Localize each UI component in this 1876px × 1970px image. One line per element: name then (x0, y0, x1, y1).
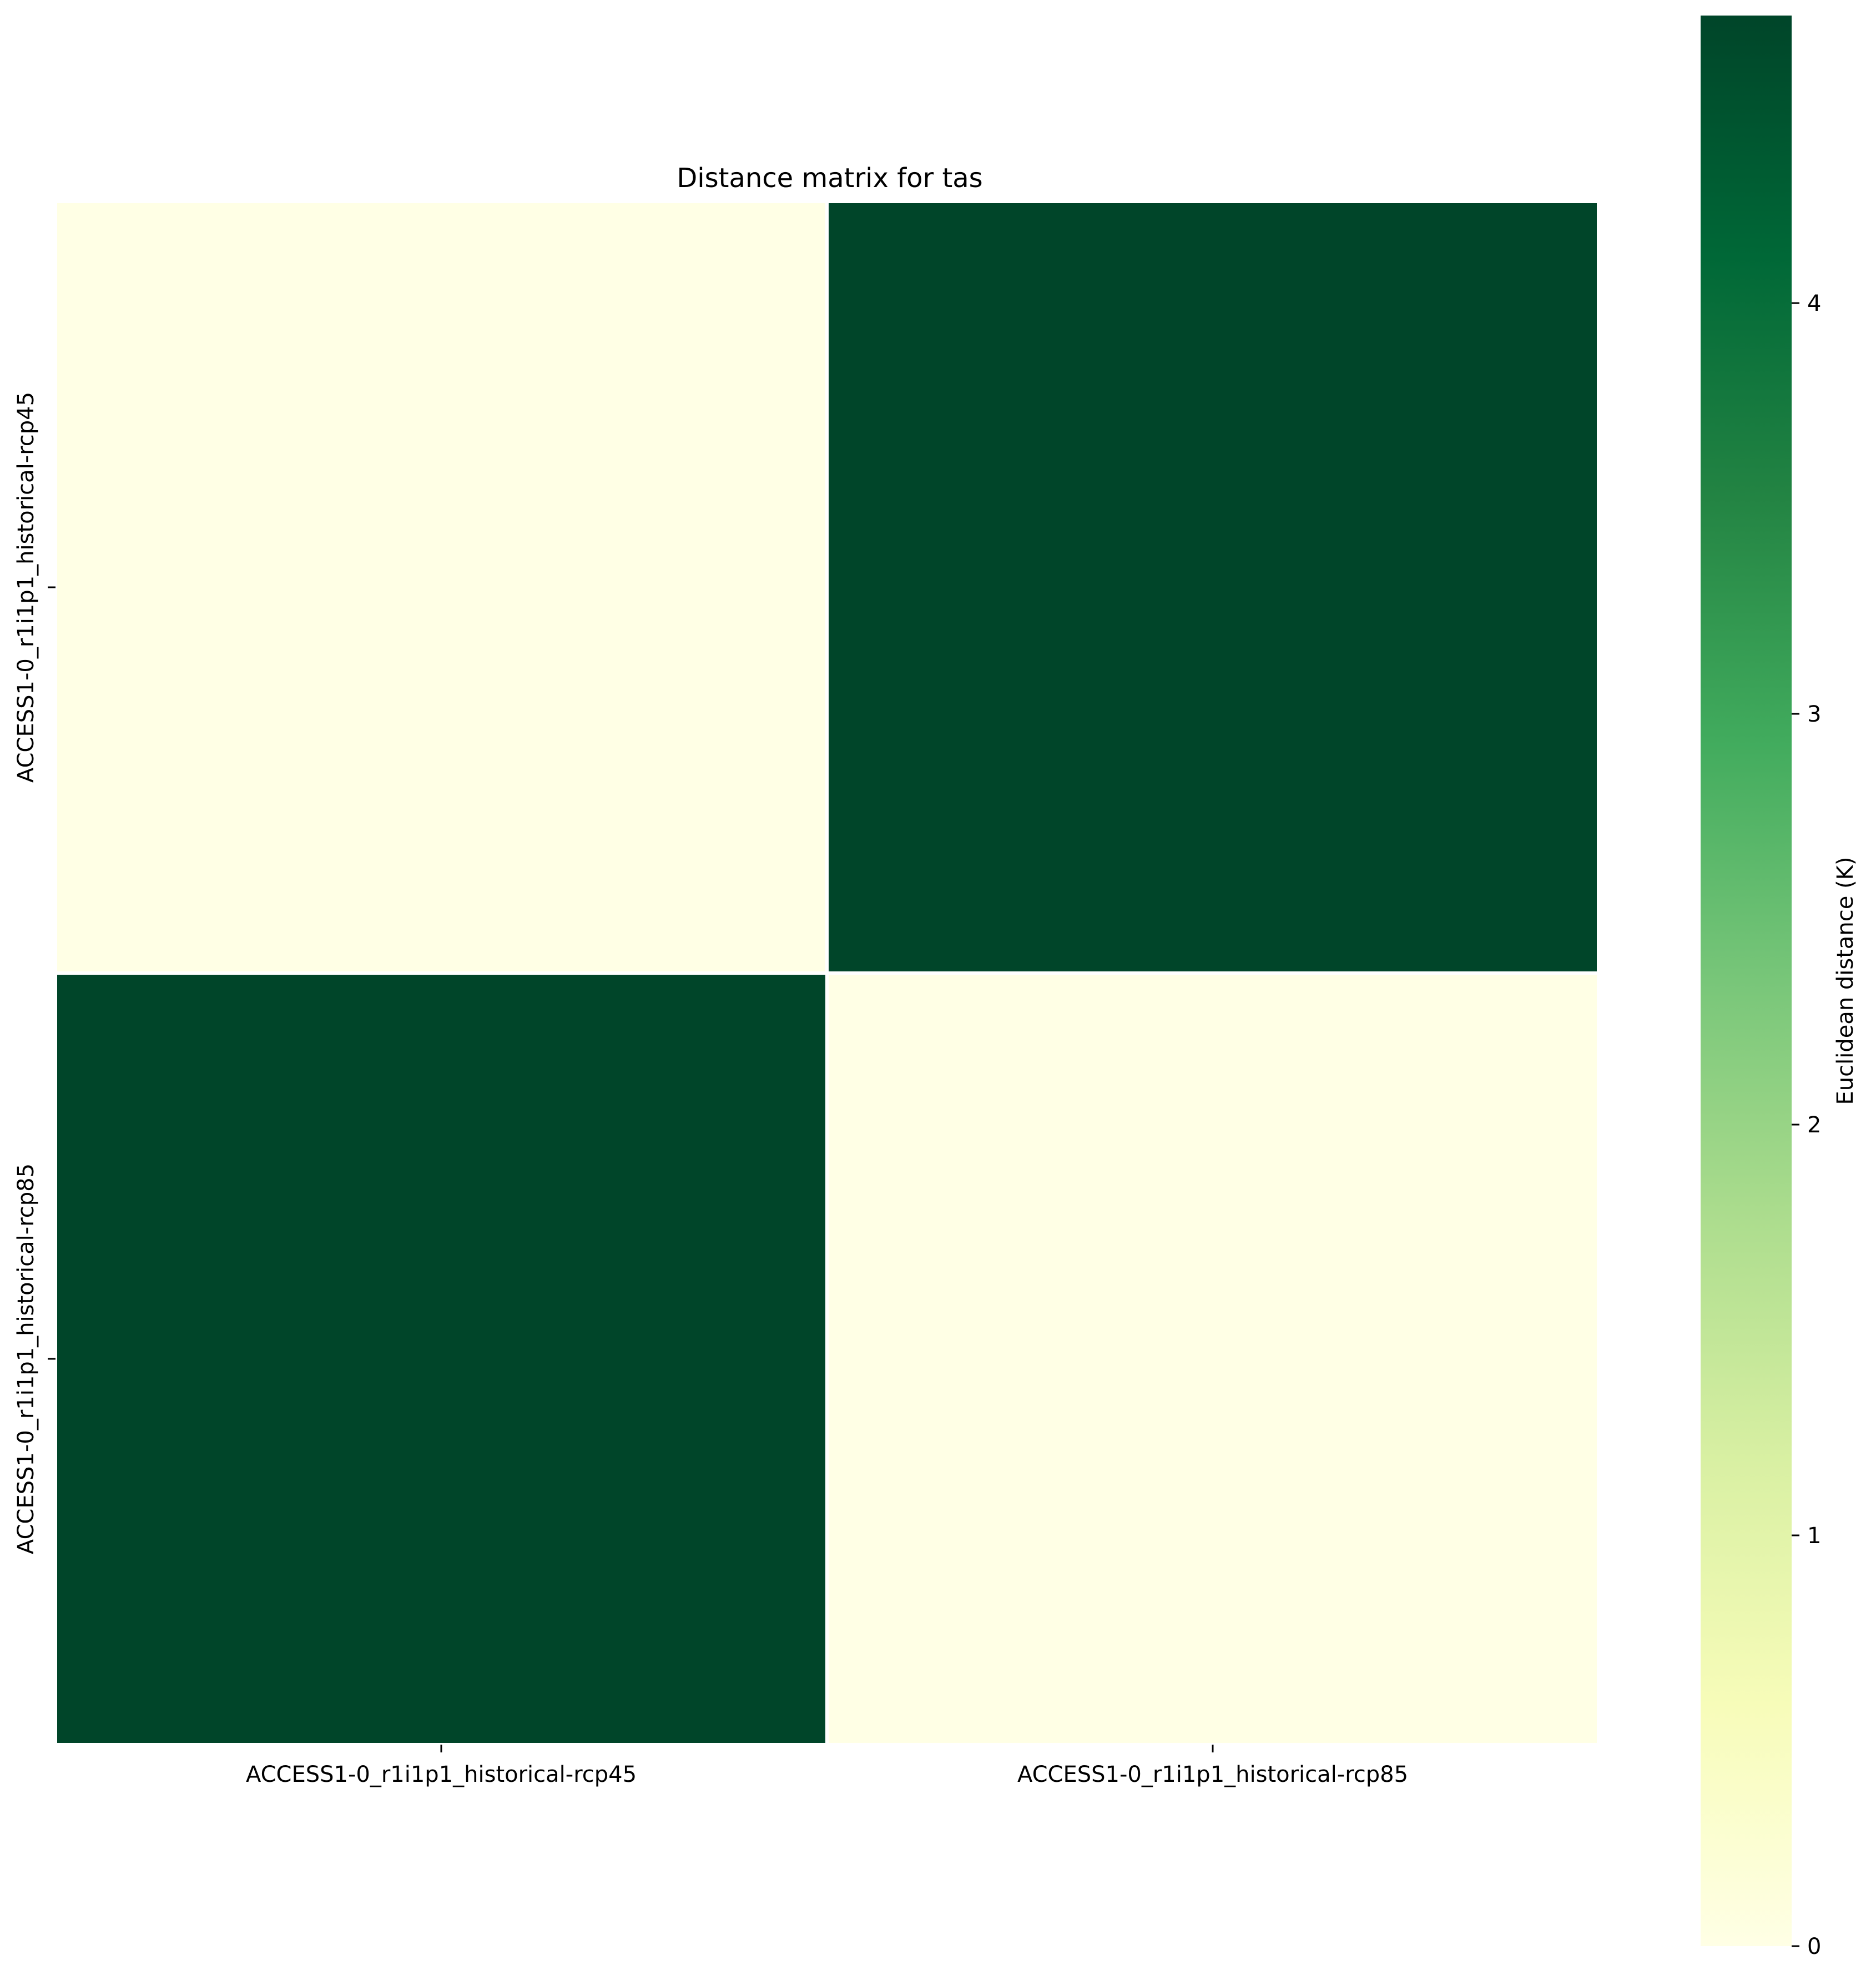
heatmap-cell-0-1 (825, 200, 1600, 975)
colorbar-tick-label-1: 1 (1807, 1523, 1821, 1549)
chart-title: Distance matrix for tas (677, 163, 982, 194)
colorbar-tick-label-4: 4 (1807, 291, 1821, 316)
colorbar-label: Euclidean distance (K) (1833, 856, 1858, 1105)
heatmap-cell-1-0 (54, 971, 829, 1746)
colorbar-tick-label-2: 2 (1807, 1112, 1821, 1138)
row-label-1: ACCESS1-0_r1i1p1_historical-rcp85 (13, 1163, 39, 1554)
col-label-0: ACCESS1-0_r1i1p1_historical-rcp45 (246, 1762, 637, 1787)
col-label-1: ACCESS1-0_r1i1p1_historical-rcp85 (1017, 1762, 1408, 1787)
colorbar-tick-label-3: 3 (1807, 702, 1821, 727)
row-label-0: ACCESS1-0_r1i1p1_historical-rcp45 (13, 392, 39, 783)
colorbar (1701, 16, 1792, 1946)
heatmap-cell-0-0 (54, 200, 829, 975)
heatmap-cell-1-1 (825, 971, 1600, 1746)
colorbar-tick-label-0: 0 (1807, 1934, 1821, 1959)
